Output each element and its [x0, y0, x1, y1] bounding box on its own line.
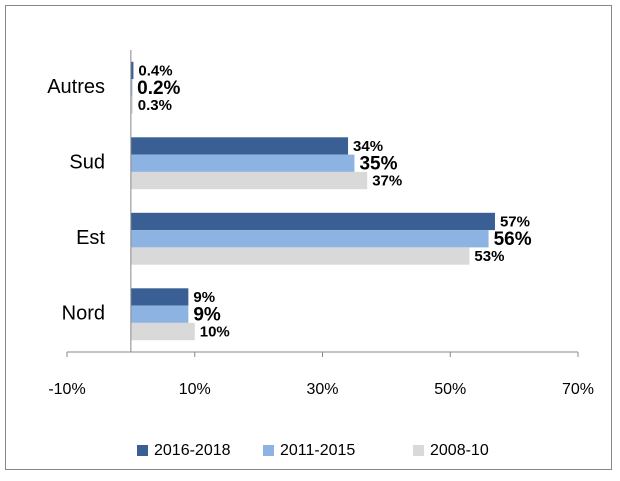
bar: [130, 137, 349, 155]
data-label: 34%: [353, 138, 383, 155]
data-label: 0.3%: [138, 97, 172, 114]
x-tick-label: 10%: [179, 381, 211, 398]
x-tick-label: 70%: [562, 381, 594, 398]
bar: [130, 247, 470, 265]
bar: [130, 230, 489, 248]
category-label: Est: [76, 227, 105, 249]
data-label: 0.4%: [138, 62, 172, 79]
legend-swatch: [413, 445, 424, 456]
bar: [130, 212, 495, 231]
legend-label: 2016-2018: [154, 442, 231, 459]
category-label: Nord: [62, 303, 105, 325]
data-label: 9%: [193, 304, 221, 325]
bar: [130, 61, 134, 80]
bar: [130, 79, 133, 97]
data-label: 9%: [193, 289, 215, 306]
legend-swatch: [137, 445, 148, 456]
bar: [130, 288, 189, 306]
data-label: 53%: [474, 248, 504, 265]
bar: [130, 305, 189, 323]
data-label: 10%: [200, 324, 230, 341]
bar: [130, 322, 195, 341]
data-label: 57%: [500, 213, 530, 230]
x-tick-label: -10%: [48, 381, 85, 398]
legend-label: 2011-2015: [280, 442, 355, 459]
category-label: Autres: [47, 76, 105, 98]
bar: [130, 154, 355, 172]
data-label: 35%: [359, 153, 397, 174]
bar: [130, 171, 368, 190]
category-label: Sud: [69, 152, 105, 174]
legend-label: 2008-10: [430, 442, 489, 459]
bar: [130, 96, 133, 114]
data-label: 37%: [372, 173, 402, 190]
data-label: 0.2%: [137, 78, 180, 99]
data-label: 56%: [494, 229, 532, 250]
x-tick-label: 50%: [434, 381, 466, 398]
x-tick-label: 30%: [306, 381, 338, 398]
legend-swatch: [263, 445, 274, 456]
